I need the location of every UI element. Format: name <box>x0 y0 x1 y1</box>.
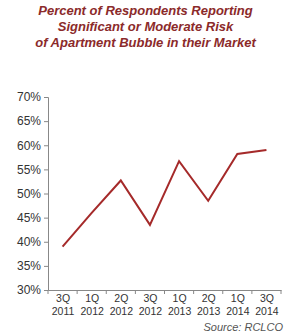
y-axis-line <box>44 98 49 291</box>
x-boundary-tick <box>193 290 194 294</box>
y-tick-label: 65% <box>17 114 41 128</box>
x-tick-label: 2Q2012 <box>110 292 134 316</box>
x-boundary-ticks <box>48 290 281 294</box>
y-tick-label: 60% <box>17 139 41 153</box>
x-axis: 3Q2011 1Q20122Q20123Q20121Q20132Q20131Q20… <box>49 290 282 317</box>
y-tick: 40% <box>17 235 48 249</box>
x-tick: 3Q2011 <box>52 290 75 317</box>
x-boundary-tick <box>106 290 107 294</box>
y-tick-mark <box>44 242 48 243</box>
y-tick-mark <box>44 169 48 170</box>
title: Percent of Respondents ReportingSignific… <box>35 3 256 50</box>
x-tick: 2Q2012 <box>110 290 134 317</box>
x-tick: 1Q2013 <box>168 290 192 317</box>
x-boundary-tick <box>48 290 49 294</box>
plot: 30%35%40%45%50%55%60%65%70%3Q20111Q20122… <box>17 90 282 316</box>
y-tick: 55% <box>17 163 48 177</box>
x-tick: 1Q2014 <box>226 290 250 317</box>
y-tick-label: 30% <box>17 283 41 297</box>
x-tick-label: 2Q2013 <box>197 292 221 316</box>
x-tick: 1Q2012 <box>81 290 105 317</box>
chart: Percent of Respondents ReportingSignific… <box>0 0 291 336</box>
y-tick-mark <box>44 194 48 195</box>
y-tick: 50% <box>17 187 48 201</box>
x-tick-label: 3Q2014 <box>255 292 279 316</box>
x-boundary-tick <box>77 290 78 294</box>
y-tick-mark <box>44 97 48 98</box>
y-tick-mark <box>44 121 48 122</box>
x-boundary-tick <box>164 290 165 294</box>
y-tick: 65% <box>17 114 48 128</box>
source: Source: RCLCO <box>204 321 284 333</box>
x-tick: 3Q2014 <box>255 290 279 317</box>
y-tick-label: 70% <box>17 90 41 104</box>
y-tick: 70% <box>17 90 48 104</box>
y-tick-label: 55% <box>17 163 41 177</box>
x-tick-label: 3Q2011 <box>52 292 75 316</box>
y-tick-mark <box>44 266 48 267</box>
y-tick: 45% <box>17 211 48 225</box>
y-tick-label: 40% <box>17 235 41 249</box>
y-tick: 60% <box>17 139 48 153</box>
y-tick-label: 35% <box>17 259 41 273</box>
x-boundary-tick <box>222 290 223 294</box>
y-axis: 30% 35% 40% 45% 50% 55% 60% 65% 70% <box>17 90 49 297</box>
x-tick-label: 1Q2014 <box>226 292 250 316</box>
y-tick-mark <box>44 218 48 219</box>
y-tick: 35% <box>17 259 48 273</box>
x-tick-label: 1Q2012 <box>81 292 105 316</box>
x-tick-label: 3Q2012 <box>139 292 163 316</box>
x-tick-label: 1Q2013 <box>168 292 192 316</box>
x-tick: 3Q2012 <box>139 290 163 317</box>
y-tick-label: 50% <box>17 187 41 201</box>
x-boundary-tick <box>281 290 282 294</box>
y-tick-mark <box>44 290 48 291</box>
x-tick: 2Q2013 <box>197 290 221 317</box>
series <box>63 150 267 247</box>
y-tick: 30% <box>17 283 48 297</box>
x-boundary-tick <box>251 290 252 294</box>
y-tick-label: 45% <box>17 211 41 225</box>
line <box>63 150 267 247</box>
x-boundary-tick <box>135 290 136 294</box>
y-tick-mark <box>44 145 48 146</box>
